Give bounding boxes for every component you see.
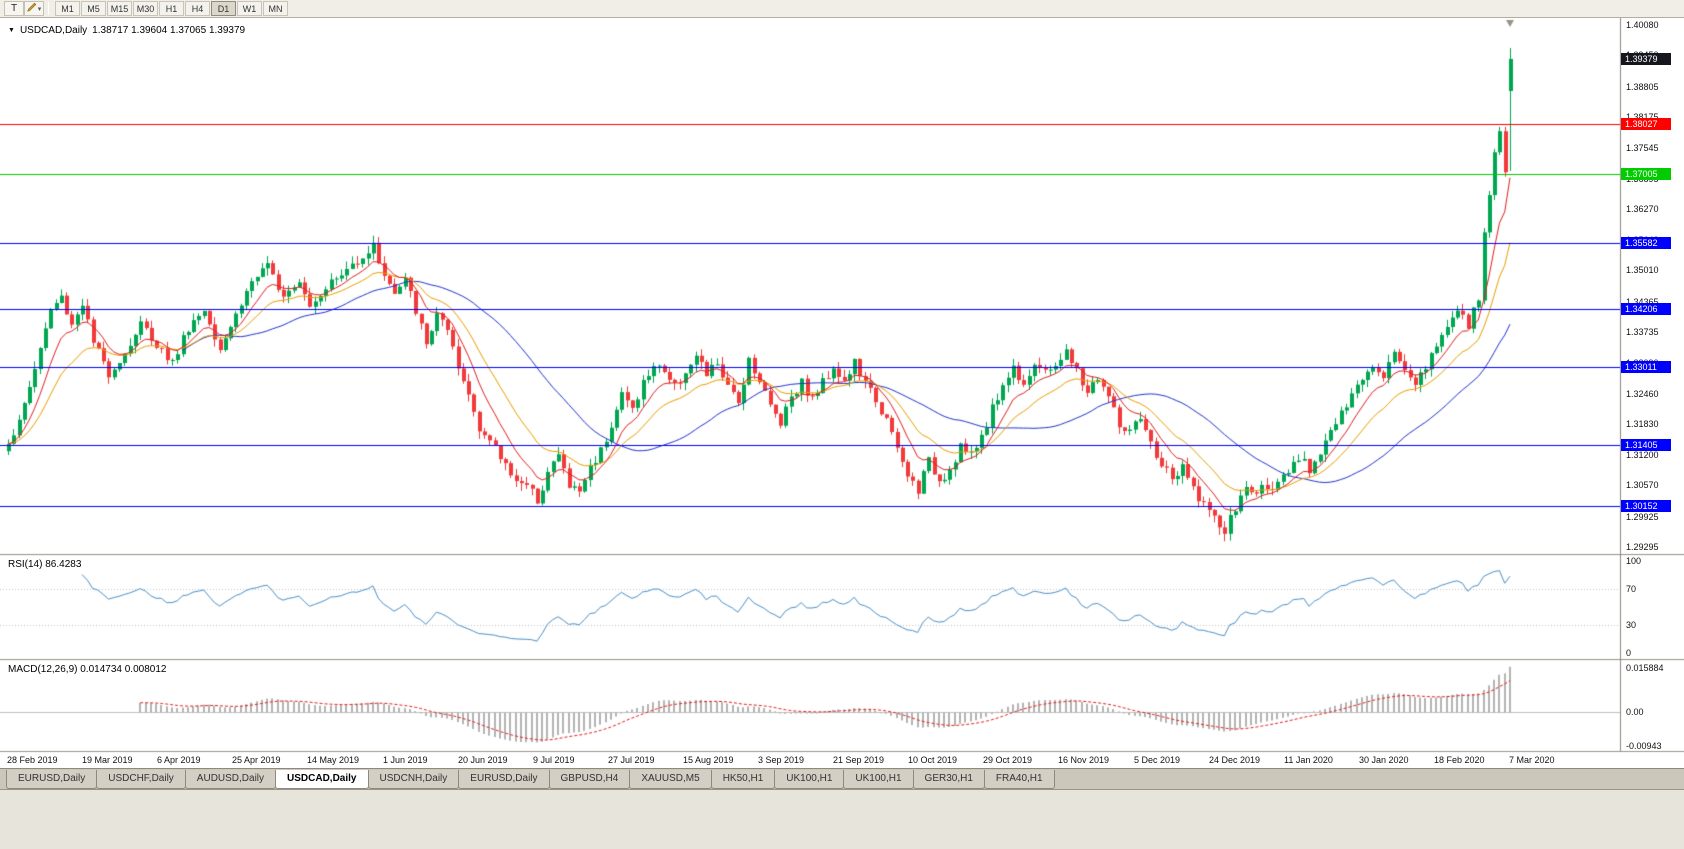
rsi-scale-label: 0 xyxy=(1626,648,1632,658)
timeframe-button-m15[interactable]: M15 xyxy=(107,1,132,16)
chart-tab-uk100-h1[interactable]: UK100,H1 xyxy=(774,770,845,789)
price-scale-label: 1.31200 xyxy=(1626,449,1659,460)
pencil-icon xyxy=(27,2,37,15)
chart-canvas[interactable] xyxy=(0,18,1684,768)
price-scale-label: 1.32460 xyxy=(1626,388,1659,399)
hline-price-label: 1.34206 xyxy=(1621,303,1671,316)
chart-tab-usdcnh-daily[interactable]: USDCNH,Daily xyxy=(367,770,460,789)
rsi-scale-label: 70 xyxy=(1626,583,1637,594)
timeframe-button-h1[interactable]: H1 xyxy=(159,1,184,16)
timeframe-button-d1[interactable]: D1 xyxy=(211,1,236,16)
price-scale-label: 1.31830 xyxy=(1626,419,1659,430)
dropdown-arrow-icon: ▾ xyxy=(37,5,42,13)
rsi-scale-label: 30 xyxy=(1626,620,1637,631)
time-scale-label: 24 Dec 2019 xyxy=(1209,755,1261,765)
time-scale-label: 21 Sep 2019 xyxy=(833,755,885,765)
toolbar-separator xyxy=(48,2,49,15)
chart-tab-ger30-h1[interactable]: GER30,H1 xyxy=(912,770,985,789)
time-scale-label: 20 Jun 2019 xyxy=(458,755,508,765)
time-scale-label: 15 Aug 2019 xyxy=(683,755,734,765)
macd-label: MACD(12,26,9) 0.014734 0.008012 xyxy=(8,664,167,675)
hline-price-label: 1.37005 xyxy=(1621,167,1671,180)
time-scale-label: 10 Oct 2019 xyxy=(908,755,958,765)
text-tool-label: T xyxy=(10,3,18,14)
timeframe-button-h4[interactable]: H4 xyxy=(185,1,210,16)
time-scale-label: 30 Jan 2020 xyxy=(1359,755,1409,765)
price-scale-label: 1.30570 xyxy=(1626,480,1659,491)
style-tool-button[interactable]: ▾ xyxy=(24,1,44,16)
time-scale-label: 18 Feb 2020 xyxy=(1434,755,1485,765)
time-scale-label: 3 Sep 2019 xyxy=(758,755,805,765)
price-scale-label: 1.34365 xyxy=(1626,296,1659,307)
collapse-icon[interactable]: ▼ xyxy=(8,27,15,34)
time-scale-label: 7 Mar 2020 xyxy=(1509,755,1555,765)
macd-scale-label: -0.00943 xyxy=(1626,741,1662,751)
price-scale-label: 1.29925 xyxy=(1626,511,1659,522)
hline-price-label: 1.30152 xyxy=(1621,499,1671,512)
chart-tab-fra40-h1[interactable]: FRA40,H1 xyxy=(983,770,1055,789)
bottom-filler xyxy=(0,791,1684,849)
chart-tab-xauusd-m5[interactable]: XAUUSD,M5 xyxy=(629,770,712,789)
macd-scale-label: 0.015884 xyxy=(1626,663,1664,673)
chart-tab-usdchf-daily[interactable]: USDCHF,Daily xyxy=(96,770,186,789)
chart-window: ▼ USDCAD,Daily 1.38717 1.39604 1.37065 1… xyxy=(0,18,1684,768)
price-scale-label: 1.38175 xyxy=(1626,112,1659,123)
chart-tab-uk100-h1[interactable]: UK100,H1 xyxy=(843,770,914,789)
time-scale-label: 19 Mar 2019 xyxy=(82,755,133,765)
time-scale-label: 25 Apr 2019 xyxy=(232,755,281,765)
time-scale-label: 29 Oct 2019 xyxy=(983,755,1033,765)
price-scale-label: 1.29295 xyxy=(1626,542,1659,552)
chart-tab-eurusd-daily[interactable]: EURUSD,Daily xyxy=(6,770,98,789)
chart-tab-hk50-h1[interactable]: HK50,H1 xyxy=(710,770,776,789)
time-scale-label: 9 Jul 2019 xyxy=(533,755,575,765)
macd-scale-label: 0.00 xyxy=(1626,706,1644,717)
chart-title: ▼ USDCAD,Daily 1.38717 1.39604 1.37065 1… xyxy=(8,25,245,36)
time-scale-label: 16 Nov 2019 xyxy=(1058,755,1110,765)
chart-tab-eurusd-daily[interactable]: EURUSD,Daily xyxy=(458,770,550,789)
chart-tab-usdcad-daily[interactable]: USDCAD,Daily xyxy=(275,770,369,789)
chart-ohlc-values: 1.38717 1.39604 1.37065 1.39379 xyxy=(92,25,246,36)
text-tool-button[interactable]: T xyxy=(4,1,24,16)
timeframe-button-group: M1 M5 M15 M30 H1 H4 D1 W1 MN xyxy=(55,1,288,16)
rsi-label: RSI(14) 86.4283 xyxy=(8,559,82,570)
chart-symbol: USDCAD,Daily xyxy=(19,25,88,36)
current-price-label: 1.39379 xyxy=(1621,52,1671,65)
timeframe-button-m30[interactable]: M30 xyxy=(133,1,158,16)
time-scale-label: 11 Jan 2020 xyxy=(1284,755,1333,765)
price-scale-label: 1.40080 xyxy=(1626,20,1659,30)
timeframe-button-mn[interactable]: MN xyxy=(263,1,288,16)
time-scale-label: 27 Jul 2019 xyxy=(608,755,655,765)
chart-tab-audusd-daily[interactable]: AUDUSD,Daily xyxy=(184,770,277,789)
time-scale-label: 28 Feb 2019 xyxy=(7,755,58,765)
price-scale-label: 1.38805 xyxy=(1626,81,1659,92)
price-scale-label: 1.36270 xyxy=(1626,204,1659,215)
price-scale-label: 1.33735 xyxy=(1626,327,1659,338)
hline-price-label: 1.31405 xyxy=(1621,438,1671,451)
rsi-scale-label: 100 xyxy=(1626,556,1642,566)
timeframe-button-m5[interactable]: M5 xyxy=(81,1,106,16)
timeframe-button-w1[interactable]: W1 xyxy=(237,1,262,16)
hline-price-label: 1.35582 xyxy=(1621,236,1671,249)
chart-tab-gbpusd-h4[interactable]: GBPUSD,H4 xyxy=(548,770,631,789)
time-scale-label: 1 Jun 2019 xyxy=(383,755,428,765)
price-scale-label: 1.37545 xyxy=(1626,142,1659,153)
chart-tab-bar: EURUSD,Daily USDCHF,Daily AUDUSD,Daily USDC… xyxy=(0,768,1684,790)
time-scale-label: 14 May 2019 xyxy=(307,755,360,765)
price-scale-label: 1.35010 xyxy=(1626,265,1659,276)
hline-price-label: 1.33011 xyxy=(1621,361,1671,374)
timeframe-button-m1[interactable]: M1 xyxy=(55,1,80,16)
time-scale-label: 5 Dec 2019 xyxy=(1134,755,1181,765)
time-scale-label: 6 Apr 2019 xyxy=(157,755,201,765)
top-toolbar: T ▾ M1 M5 M15 M30 H1 H4 D1 W1 MN xyxy=(0,0,1684,18)
hline-price-label: 1.38027 xyxy=(1621,118,1671,131)
